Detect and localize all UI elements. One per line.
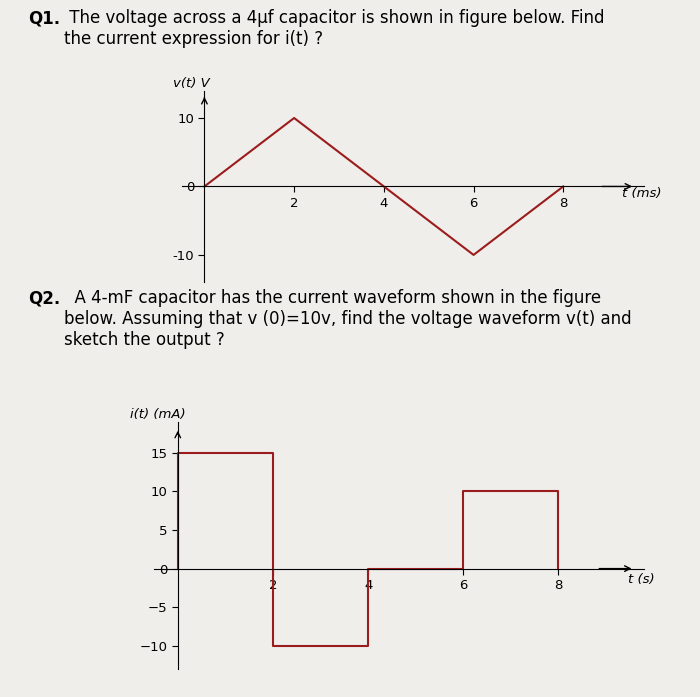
Text: A 4-mF capacitor has the current waveform shown in the figure
below. Assuming th: A 4-mF capacitor has the current wavefor… <box>64 289 632 349</box>
Text: Q2.: Q2. <box>28 289 60 307</box>
Text: t (ms): t (ms) <box>622 187 661 200</box>
Text: Q1.: Q1. <box>28 9 60 27</box>
Text: v(t) V: v(t) V <box>173 77 210 90</box>
Text: i(t) (mA): i(t) (mA) <box>130 408 186 421</box>
Text: t (s): t (s) <box>629 572 655 585</box>
Text: The voltage across a 4μf capacitor is shown in figure below. Find
the current ex: The voltage across a 4μf capacitor is sh… <box>64 9 605 48</box>
